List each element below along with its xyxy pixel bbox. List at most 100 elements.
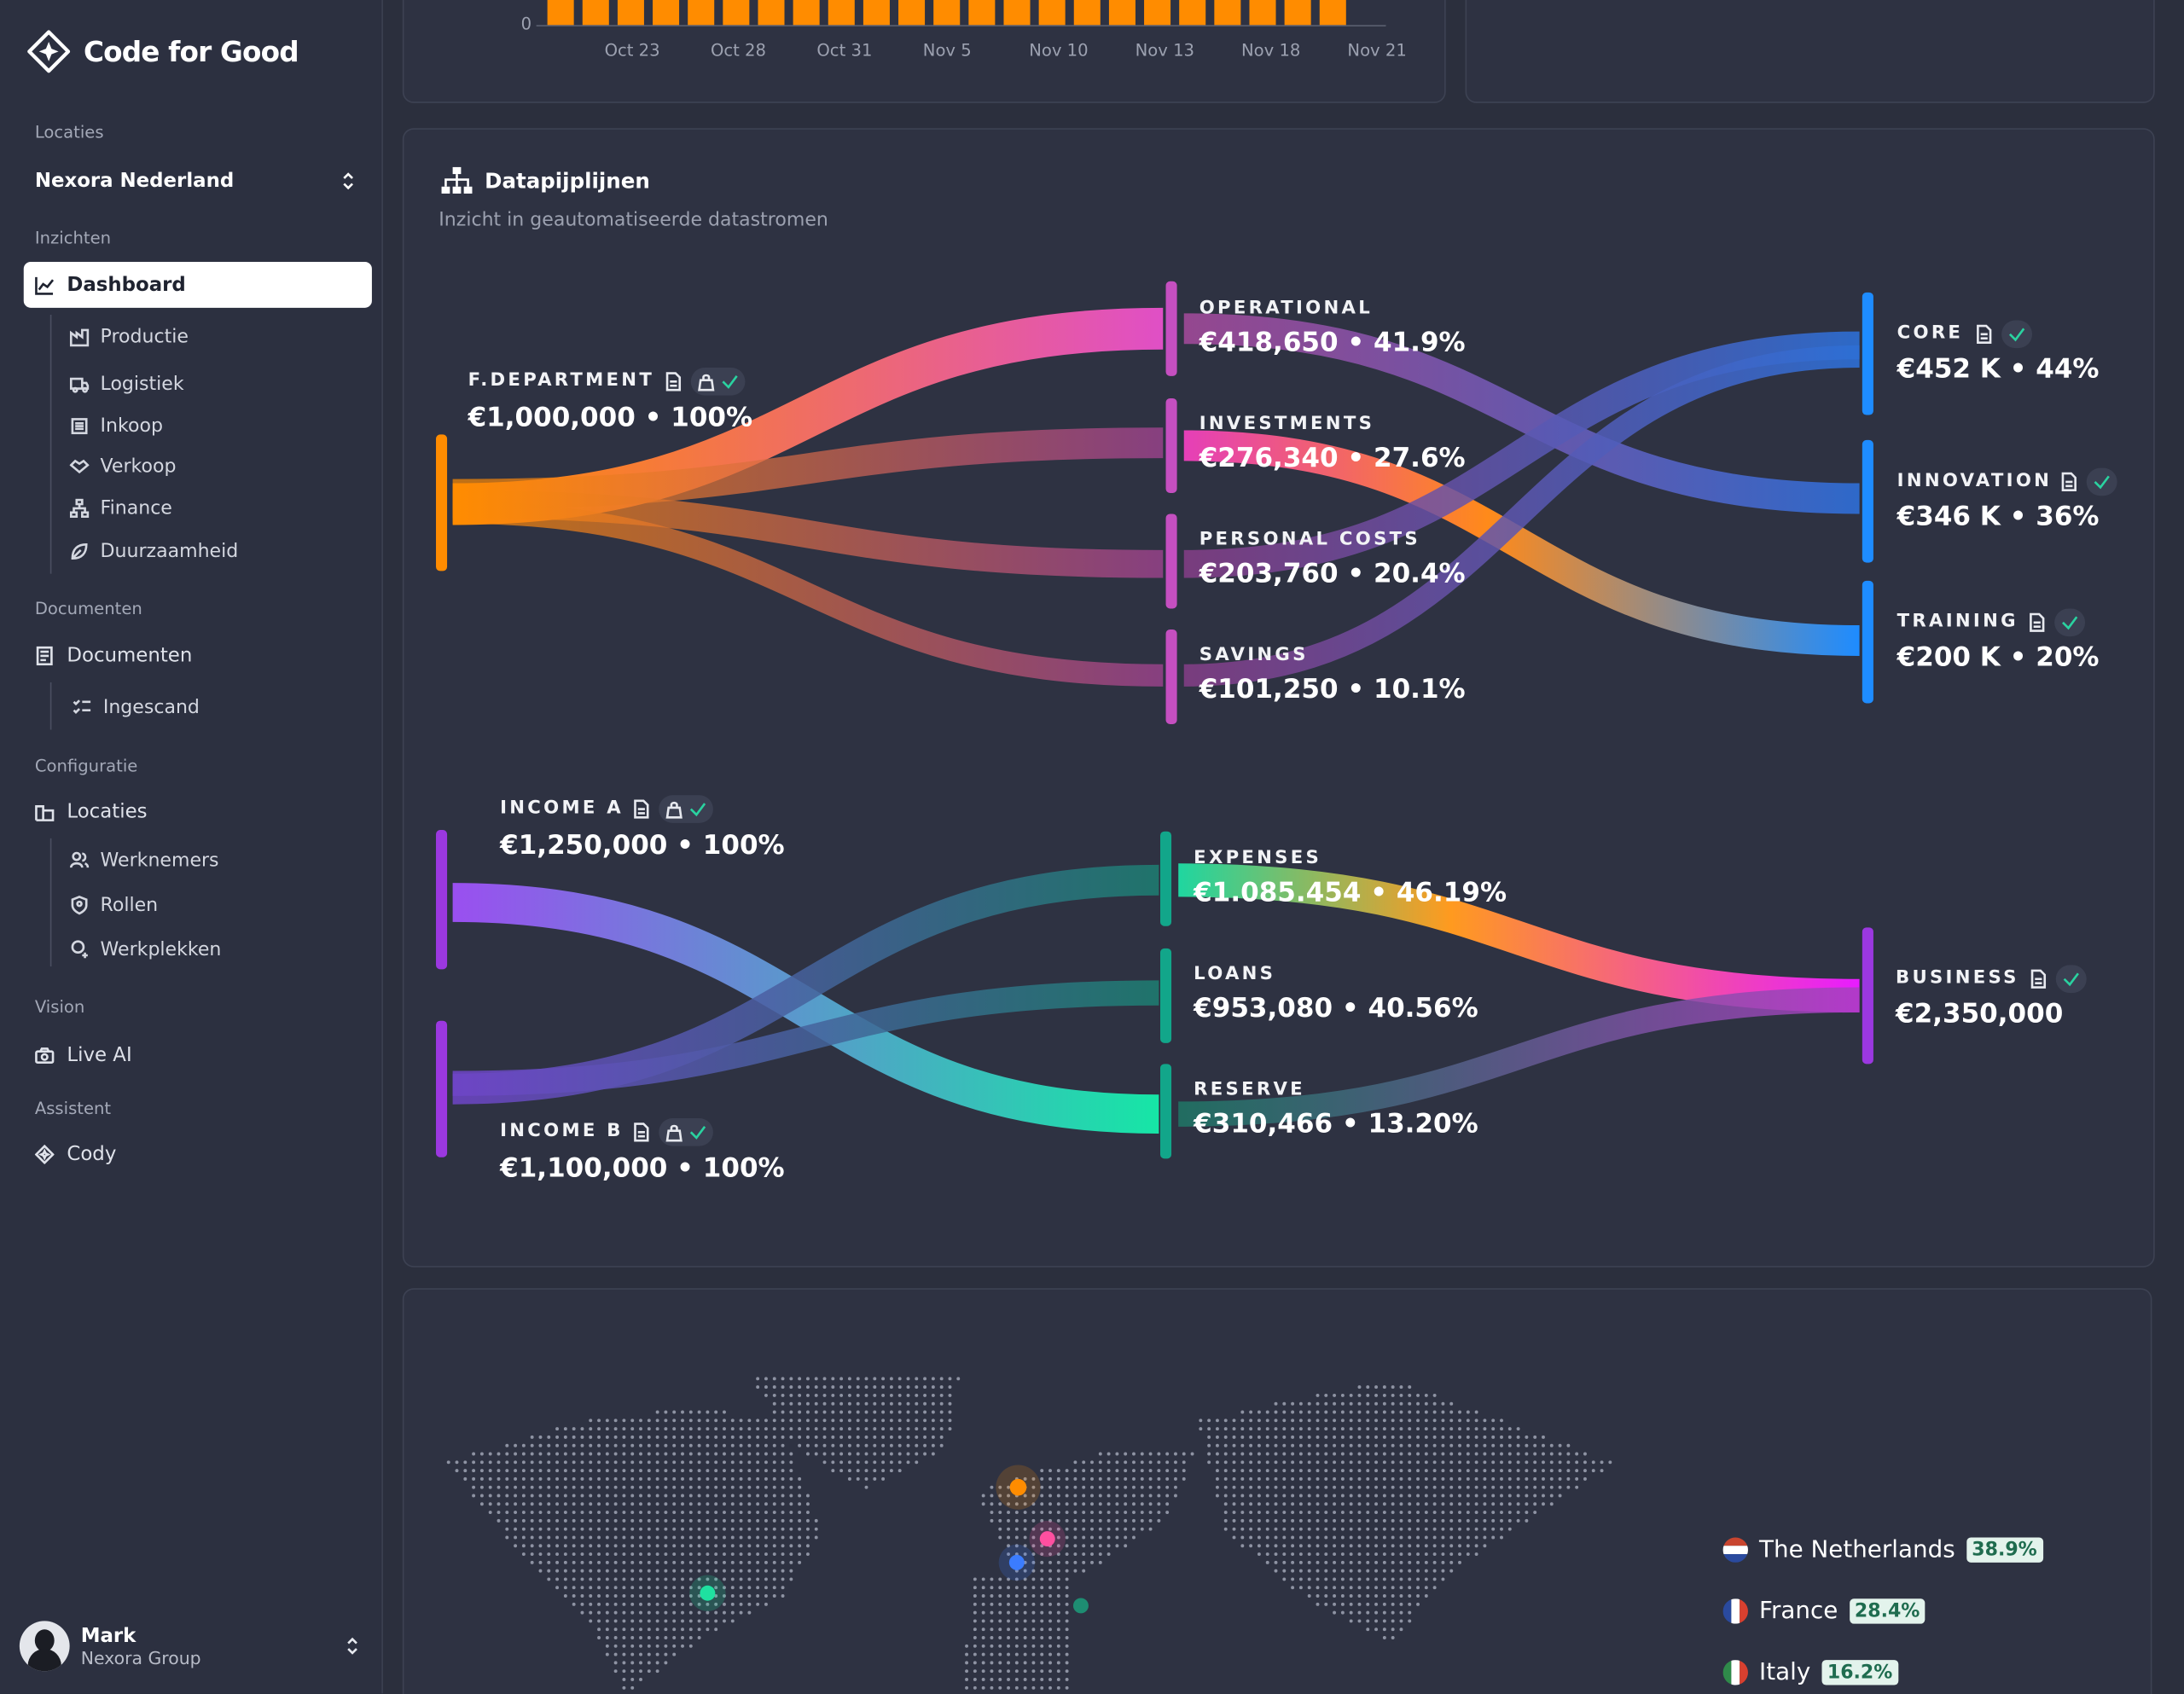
nav-documenten[interactable]: Documenten [24,632,372,678]
bar [933,0,961,26]
nav-finance[interactable]: Finance [69,496,172,519]
node-bar-savings [1165,629,1177,724]
node-value-innovation: €346 K • 36% [1896,501,2100,532]
insights-heading: Inzichten [34,228,112,248]
node-label-personal: PERSONAL COSTS [1199,529,1420,550]
nav-locaties[interactable]: Locaties [24,788,372,834]
flow-incomeb-loans [452,980,1159,1096]
bar [653,0,680,26]
sankey-diagram [436,281,1873,1159]
france-flag-icon [1722,1598,1748,1624]
bar [1073,0,1101,26]
nav-documenten-label: Documenten [67,644,193,667]
bar [1214,0,1241,26]
node-value-incomeb: €1,100,000 • 100% [500,1152,785,1184]
user-menu[interactable]: Mark Nexora Group [19,1618,363,1674]
node-bar-fdept [436,434,448,571]
node-label-savings: SAVINGS [1199,644,1309,666]
y-tick: 0 [520,14,532,34]
logo-icon [27,30,71,73]
country-pct: 28.4% [1849,1598,1926,1624]
nav-werknemers[interactable]: Werknemers [69,849,219,873]
document-icon[interactable] [2028,969,2048,989]
sparkle-icon [34,1144,55,1164]
document-icon[interactable] [1973,324,1993,344]
user-name: Mark [80,1624,136,1647]
x-tick: Nov 13 [1135,40,1195,61]
nav-inkoop[interactable]: Inkoop [70,415,163,438]
marker-france [1008,1554,1025,1570]
nav-verkoop[interactable]: Verkoop [69,455,177,478]
document-icon[interactable] [2059,472,2078,491]
node-label-operational: OPERATIONAL [1199,298,1374,319]
document-icon[interactable] [663,372,682,392]
flow-investments-training [1183,430,1860,656]
netherlands-flag-icon [1722,1537,1748,1563]
chevron-updown-icon [343,172,353,190]
nav-label: Werknemers [100,849,219,873]
flow-operational-innovation [1183,313,1860,514]
check-icon [2063,972,2079,987]
nav-productie[interactable]: Productie [69,326,189,349]
bar [1144,0,1171,26]
leaf-icon [71,543,88,560]
nav-tree-line [49,314,52,574]
marker-italy [1072,1598,1089,1614]
nav-label: Inkoop [100,415,163,438]
flow-fdept-savings [452,501,1164,687]
country-name: Italy [1759,1658,1811,1687]
chart-icon [35,276,55,294]
nav-ingescand[interactable]: Ingescand [73,696,200,718]
nav-logistiek[interactable]: Logistiek [69,374,184,396]
bar-chart [536,0,1386,27]
document-icon[interactable] [631,1123,651,1142]
user-org: Nexora Group [80,1646,201,1668]
world-dot-map [446,1377,1612,1690]
country-item-france: France 28.4% [1722,1598,1926,1625]
lock-icon [665,801,682,819]
nav-tree-line [49,838,52,967]
nav-label: Productie [100,326,189,349]
node-value-training: €200 K • 20% [1896,641,2100,673]
nav-label: Finance [100,496,172,519]
pipelines-title: Datapijplijnen [485,168,650,194]
node-label-incomea: INCOME A [500,798,624,819]
node-bar-incomeb [436,1020,448,1157]
country-pct: 16.2% [1821,1660,1898,1685]
app-logo[interactable]: Code for Good [25,28,299,76]
node-label-innovation: INNOVATION [1896,470,2053,492]
bar [793,0,820,26]
bar [1003,0,1031,26]
nav-rollen[interactable]: Rollen [70,894,159,917]
nav-live-ai[interactable]: Live AI [24,1032,372,1078]
bar [723,0,750,26]
nav-cody[interactable]: Cody [24,1131,372,1177]
nav-dashboard[interactable]: Dashboard [23,261,372,308]
document-icon[interactable] [631,799,651,819]
x-tick: Oct 23 [604,40,660,61]
marker-germany [1039,1531,1055,1547]
bar [1284,0,1311,26]
node-label-incomeb: INCOME B [500,1121,624,1142]
node-value-savings: €101,250 • 10.1% [1199,674,1466,705]
node-badges [631,1118,713,1146]
node-bar-expenses [1159,831,1172,926]
flow-personal-core [1183,331,1860,578]
nav-werkplekken[interactable]: Werkplekken [70,938,221,961]
flow-incomea-reserve [452,883,1159,1134]
document-icon[interactable] [2027,612,2047,632]
country-item-italy: Italy 16.2% [1722,1658,1898,1687]
truck-icon [69,377,90,393]
nav-label: Rollen [100,894,159,917]
nav-label: Verkoop [100,455,177,478]
node-value-loans: €953,080 • 40.56% [1194,993,1478,1024]
node-bar-reserve [1159,1064,1172,1159]
location-select[interactable]: Nexora Nederland [35,165,358,198]
x-tick: Nov 10 [1029,40,1089,61]
node-label-loans: LOANS [1194,963,1276,985]
flow-savings-core [1183,345,1860,687]
assistant-heading: Assistent [34,1099,112,1119]
nav-duurzaamheid[interactable]: Duurzaamheid [70,540,238,563]
bar [1179,0,1206,26]
